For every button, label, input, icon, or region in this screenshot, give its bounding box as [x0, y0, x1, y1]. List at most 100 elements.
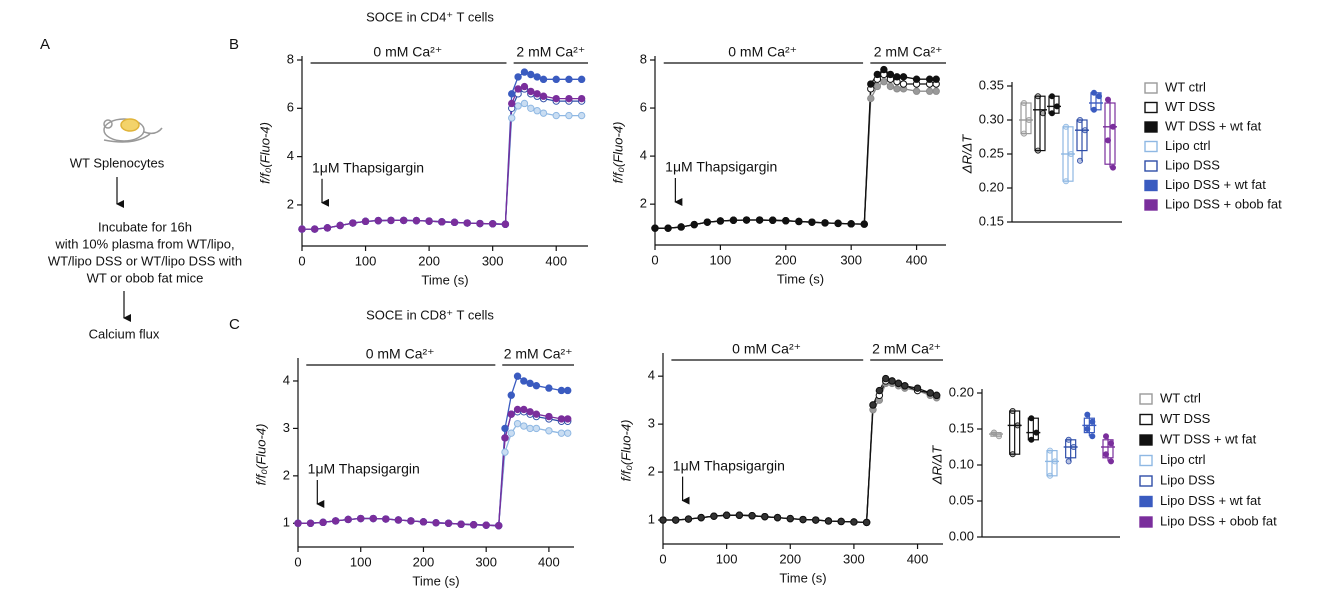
x-axis-label: Time (s) — [421, 272, 468, 287]
y-tick-label: 0.20 — [979, 179, 1004, 194]
data-point — [501, 424, 509, 433]
phase-label: 2 mM Ca²⁺ — [872, 341, 941, 357]
data-point — [539, 75, 548, 84]
box — [1034, 95, 1046, 152]
legend-label: WT DSS — [1160, 411, 1211, 426]
y-axis-label: f/f₀(Fluo-4) — [610, 122, 625, 184]
data-point — [374, 216, 382, 225]
y-axis-label: f/f₀(Fluo-4) — [618, 420, 633, 482]
y-tick-label: 4 — [287, 148, 294, 163]
data-point — [1014, 422, 1021, 429]
data-point — [520, 422, 528, 430]
data-point — [867, 94, 875, 103]
data-point — [880, 65, 888, 74]
x-tick-label: 200 — [413, 554, 435, 569]
diagram-step: WT or obob fat mice — [87, 270, 204, 285]
data-point — [488, 220, 497, 228]
data-point — [508, 90, 516, 98]
data-point — [837, 517, 845, 526]
data-point — [1065, 458, 1072, 465]
phase-label: 0 mM Ca²⁺ — [728, 44, 797, 60]
phase-label: 2 mM Ca²⁺ — [516, 44, 585, 60]
data-point — [716, 217, 725, 225]
data-point — [545, 412, 553, 421]
data-point — [932, 87, 940, 95]
data-point — [527, 104, 535, 113]
row-title: SOCE in CD8⁺ T cells — [366, 307, 494, 322]
x-tick-label: 400 — [538, 554, 560, 569]
box — [1102, 439, 1114, 459]
data-point — [729, 216, 738, 224]
diagram-start: WT Splenocytes — [70, 155, 165, 170]
data-point — [1047, 472, 1054, 479]
x-tick-label: 300 — [840, 252, 862, 267]
data-point — [520, 68, 529, 76]
data-point — [882, 374, 890, 383]
phase-label: 2 mM Ca²⁺ — [504, 346, 573, 362]
data-point — [795, 217, 803, 226]
data-point — [425, 217, 433, 225]
data-point — [824, 517, 833, 525]
data-point — [564, 415, 572, 423]
data-point — [893, 85, 901, 93]
y-tick-label: 2 — [287, 196, 294, 211]
y-tick-label: 0.25 — [979, 145, 1004, 160]
data-point — [513, 405, 522, 414]
data-point — [1052, 458, 1059, 465]
data-point — [991, 429, 998, 436]
series-line — [663, 377, 937, 524]
data-point — [773, 513, 782, 522]
y-tick-label: 0.15 — [979, 213, 1004, 228]
series-line — [298, 375, 568, 527]
legend-label: WT ctrl — [1165, 79, 1206, 94]
data-point — [932, 391, 941, 400]
legend-label: Lipo ctrl — [1160, 452, 1206, 467]
data-point — [886, 70, 895, 79]
data-point — [565, 111, 573, 120]
data-point — [450, 218, 459, 227]
diagram-step: Incubate for 16h — [98, 219, 192, 234]
data-point — [875, 386, 884, 395]
x-axis-label: Time (s) — [777, 271, 824, 286]
row-title: SOCE in CD4⁺ T cells — [366, 9, 494, 24]
data-point — [457, 520, 465, 528]
data-point — [1063, 123, 1070, 130]
data-point — [1077, 157, 1084, 164]
data-point — [438, 218, 446, 226]
data-point — [520, 377, 528, 385]
y-tick-label: 0.10 — [949, 456, 974, 471]
legend-swatch — [1144, 82, 1158, 94]
y-tick-label: 4 — [283, 372, 290, 387]
data-point — [722, 511, 731, 519]
series-line — [302, 85, 582, 230]
data-point — [1049, 110, 1056, 117]
y-axis-label: ΔR/ΔT — [929, 445, 944, 485]
y-tick-label: 8 — [287, 51, 294, 66]
data-point — [1047, 447, 1054, 454]
x-tick-label: 400 — [907, 551, 929, 566]
data-point — [926, 389, 934, 397]
data-point — [564, 429, 572, 437]
data-point — [1108, 458, 1115, 465]
x-tick-label: 0 — [294, 554, 301, 569]
data-point — [782, 217, 790, 225]
data-point — [552, 94, 560, 103]
legend-swatch — [1139, 393, 1153, 405]
data-point — [912, 87, 921, 95]
data-point — [886, 82, 895, 91]
data-point — [761, 512, 769, 521]
data-point — [850, 518, 858, 526]
data-point — [1082, 127, 1089, 134]
x-tick-label: 300 — [843, 551, 865, 566]
phase-label: 0 mM Ca²⁺ — [373, 44, 442, 60]
data-point — [311, 225, 319, 233]
data-point — [532, 382, 541, 390]
data-point — [533, 107, 541, 115]
x-tick-label: 200 — [418, 253, 440, 268]
data-point — [873, 70, 882, 79]
data-point — [1103, 451, 1110, 458]
data-point — [697, 513, 705, 522]
series-line — [655, 73, 937, 229]
y-tick-label: 3 — [283, 420, 290, 435]
